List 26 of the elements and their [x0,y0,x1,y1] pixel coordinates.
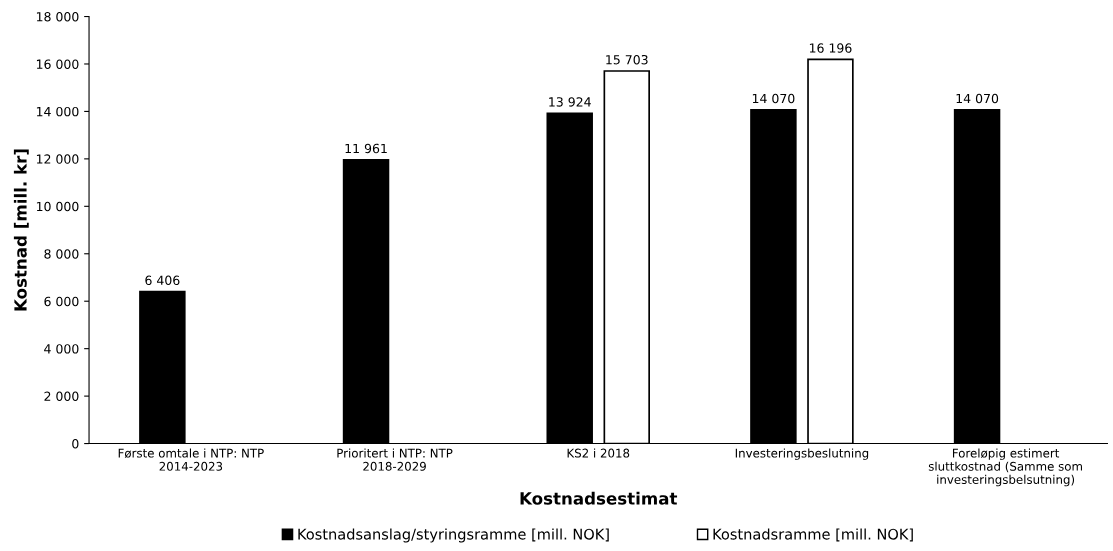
data-label: 15 703 [606,54,648,65]
y-tick-label: 4 000 [44,344,79,354]
y-tick-label: 8 000 [44,249,79,259]
y-tick-label: 16 000 [36,59,79,69]
y-tick-label: 2 000 [44,391,79,402]
data-label: 14 070 [956,93,999,104]
y-tick-label: 10 000 [36,201,79,212]
y-tick-label: 6 000 [44,296,79,307]
x-tick-label: KS2 i 2018 [567,448,630,458]
y-axis-title: Kostnad [mill. kr] [13,149,29,311]
y-tick-label: 18 000 [36,12,79,22]
x-tick-label: Foreløpig estimert sluttkostnad (Samme som investeringsbelsutning) [928,448,1082,487]
data-label: 14 070 [752,93,795,104]
x-tick-label: Investeringsbeslutning [735,448,869,460]
data-label: 6 406 [145,275,180,285]
data-label: 16 196 [809,43,852,53]
data-label: 11 961 [345,143,387,154]
data-label: 13 924 [549,97,591,107]
y-tick-label: 12 000 [36,154,79,164]
x-axis-title: Kostnadsestimat [520,491,678,505]
x-tick-label: Prioritert i NTP: NTP 2018-2029 [337,448,453,471]
legend-label: Kostnadsramme [mill. NOK] [713,528,913,542]
y-tick-label: 0 [72,439,79,449]
legend-label: Kostnadsanslag/styringsramme [mill. NOK] [298,528,609,543]
y-tick-label: 14 000 [36,106,79,117]
x-tick-label: Første omtale i NTP: NTP 2014-2023 [118,448,264,471]
